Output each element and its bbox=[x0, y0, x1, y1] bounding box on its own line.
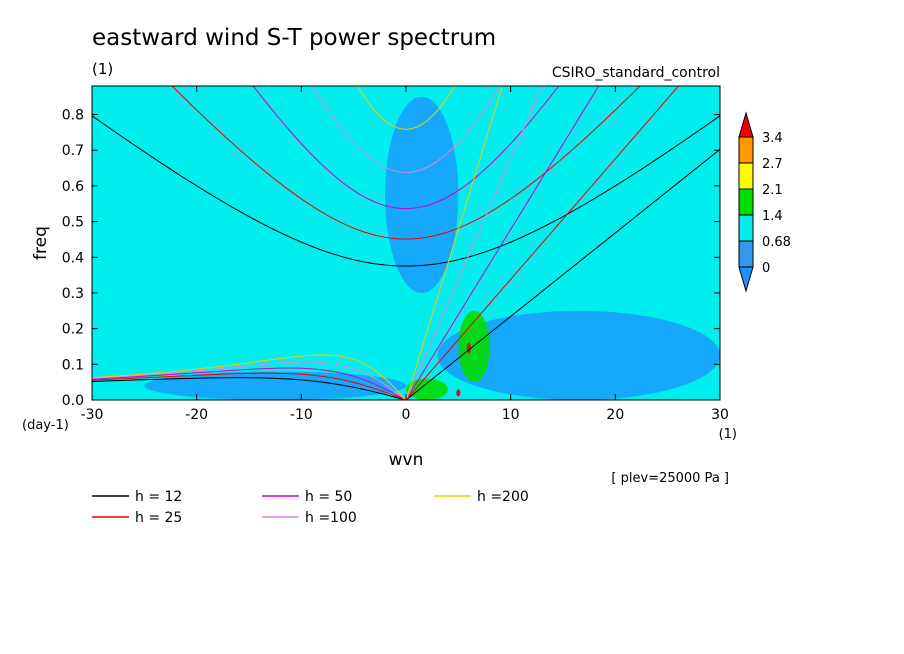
legend-label: h =200 bbox=[477, 489, 529, 505]
chart-title: eastward wind S-T power spectrum bbox=[92, 25, 496, 51]
gravity-curve-h25 bbox=[171, 86, 641, 240]
colorbar-band bbox=[738, 240, 754, 268]
power-region-5 bbox=[406, 378, 448, 400]
colorbar-band bbox=[738, 188, 754, 216]
kelvin-curve-h25 bbox=[405, 86, 680, 400]
kelvin-curve-h12 bbox=[405, 148, 720, 400]
colorbar-band bbox=[738, 214, 754, 242]
x-tick-label: -10 bbox=[290, 407, 313, 423]
colorbar-max-arrow bbox=[738, 111, 754, 138]
plot-area bbox=[92, 86, 720, 400]
gravity-curve-h12 bbox=[92, 115, 720, 267]
y-tick-label: 0.4 bbox=[62, 250, 84, 266]
x-axis-unit: (1) bbox=[719, 427, 737, 442]
colorbar-label: 2.1 bbox=[762, 183, 783, 198]
power-region-4 bbox=[458, 310, 490, 383]
x-axis-label: wvn bbox=[389, 450, 424, 470]
chart-subtitle-left: (1) bbox=[92, 60, 113, 78]
gravity-curve-h50 bbox=[252, 86, 560, 210]
kelvin-curve-h200 bbox=[405, 86, 503, 400]
curve-legend: h = 12 h = 25 h = 50 h =100 h =200 bbox=[92, 489, 529, 526]
colorbar: 0 0.68 1.4 2.1 2.7 3.4 bbox=[738, 111, 791, 293]
chart-subtitle-right: CSIRO_standard_control bbox=[552, 65, 720, 81]
gravity-curve-h100 bbox=[311, 86, 501, 173]
kelvin-curve-h100 bbox=[405, 86, 543, 400]
colorbar-min-arrow bbox=[738, 266, 754, 293]
plev-annotation: [ plev=25000 Pa ] bbox=[611, 471, 729, 486]
rossby-curve-h12 bbox=[92, 377, 407, 400]
y-axis-unit: (day-1) bbox=[22, 418, 69, 433]
dispersion-curves bbox=[92, 86, 720, 400]
rossby-curve-h100 bbox=[92, 361, 407, 400]
y-tick-label: 0.3 bbox=[62, 286, 84, 302]
colorbar-label: 2.7 bbox=[762, 157, 783, 172]
legend-label: h = 25 bbox=[135, 510, 182, 526]
legend-label: h =100 bbox=[305, 510, 357, 526]
x-tick-label: -20 bbox=[185, 407, 208, 423]
kelvin-curve-h50 bbox=[405, 86, 600, 400]
gravity-curve-h200 bbox=[356, 86, 456, 130]
x-tick-label: 20 bbox=[606, 407, 624, 423]
power-region-1 bbox=[385, 96, 459, 293]
y-tick-label: 0.1 bbox=[62, 357, 84, 373]
power-region-3 bbox=[144, 371, 407, 400]
x-tick-label: 0 bbox=[402, 407, 411, 423]
legend-label: h = 50 bbox=[305, 489, 352, 505]
colorbar-label: 3.4 bbox=[762, 131, 783, 146]
y-tick-label: 0.6 bbox=[62, 179, 84, 195]
x-tick-label: -30 bbox=[81, 407, 104, 423]
y-tick-label: 0.8 bbox=[62, 108, 84, 124]
y-tick-label: 0.2 bbox=[62, 322, 84, 338]
y-axis-label: freq bbox=[31, 226, 51, 260]
power-region-2 bbox=[437, 310, 720, 400]
y-axis: 0.0 0.1 0.2 0.3 0.4 0.5 0.6 0.7 0.8 bbox=[62, 108, 720, 409]
rossby-curve-h200 bbox=[92, 354, 407, 400]
y-tick-label: 0.5 bbox=[62, 215, 84, 231]
colorbar-band bbox=[738, 162, 754, 190]
x-axis: -30 -20 -10 0 10 20 30 bbox=[81, 86, 729, 423]
power-regions bbox=[144, 96, 720, 400]
power-region-7 bbox=[456, 389, 461, 397]
y-tick-label: 0.7 bbox=[62, 143, 84, 159]
rossby-curve-h50 bbox=[92, 367, 407, 400]
y-tick-label: 0.0 bbox=[62, 393, 84, 409]
colorbar-label: 1.4 bbox=[762, 209, 783, 224]
colorbar-label: 0 bbox=[762, 261, 770, 276]
colorbar-label: 0.68 bbox=[762, 235, 791, 250]
x-tick-label: 10 bbox=[502, 407, 520, 423]
colorbar-band bbox=[738, 136, 754, 164]
x-tick-label: 30 bbox=[711, 407, 729, 423]
legend-label: h = 12 bbox=[135, 489, 182, 505]
rossby-curve-h25 bbox=[92, 372, 407, 400]
